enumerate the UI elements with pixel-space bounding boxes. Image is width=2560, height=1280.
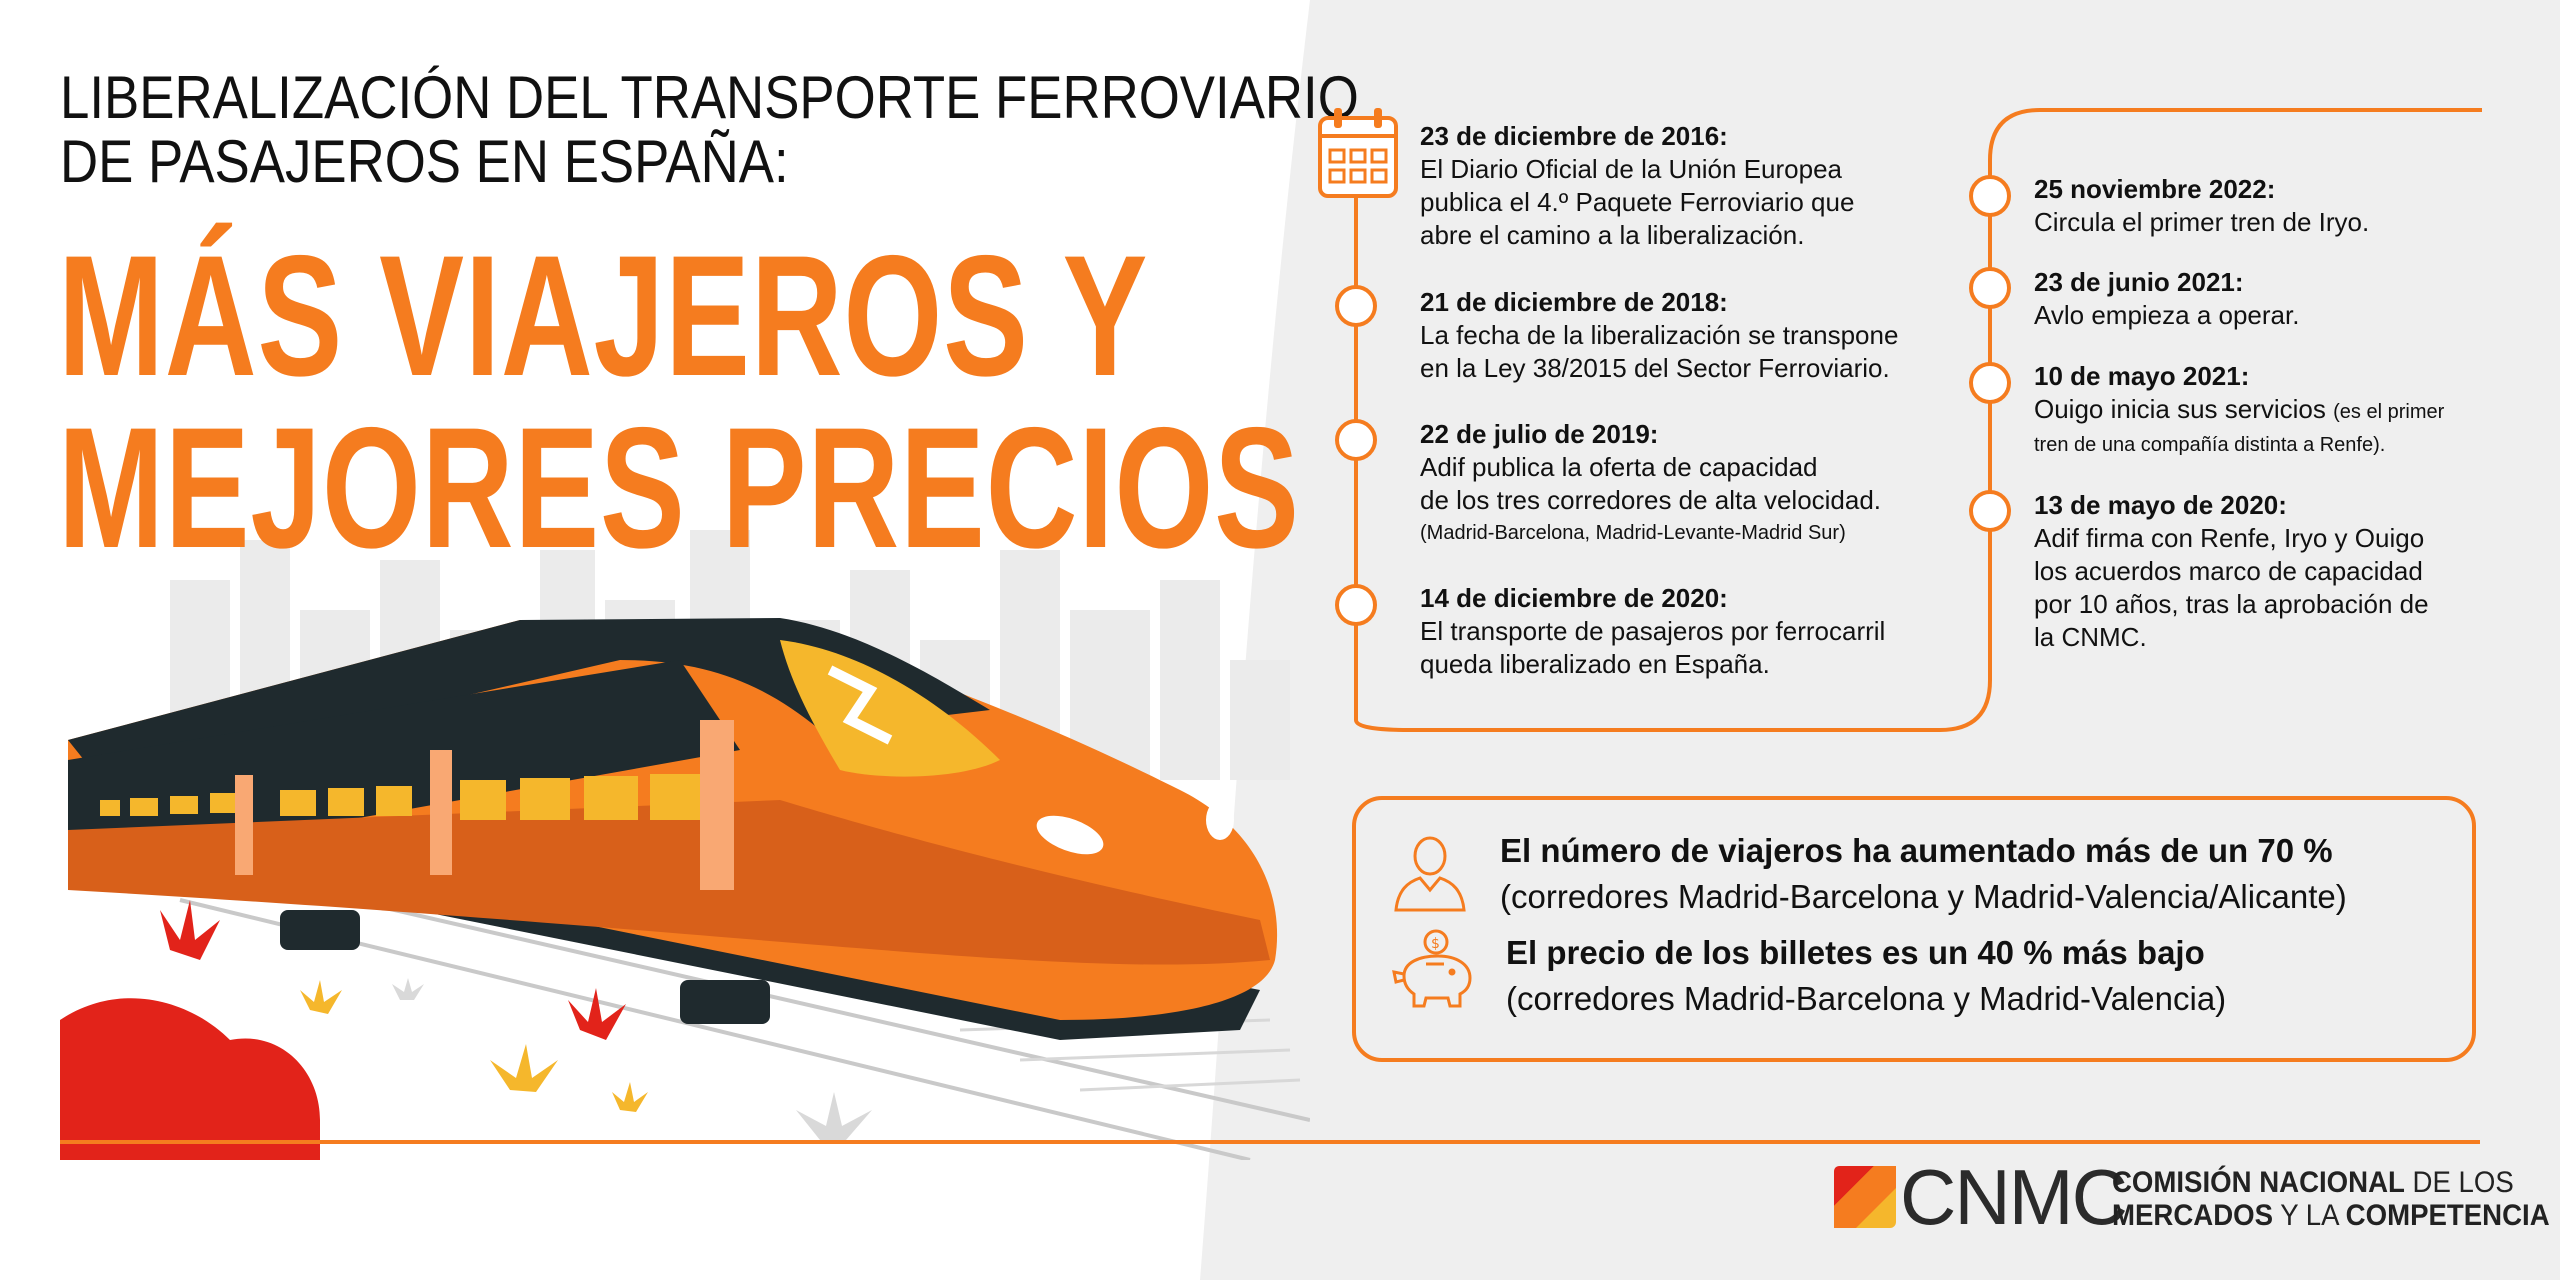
event-line: de los tres corredores de alta velocidad… [1420, 485, 1882, 515]
event-note: (Madrid-Barcelona, Madrid-Levante-Madrid… [1420, 522, 1846, 544]
stats-box [1352, 796, 2476, 1062]
stat-detail: (corredores Madrid-Barcelona y Madrid-Va… [1500, 878, 2347, 915]
event-date: 22 de julio de 2019: [1420, 419, 1659, 449]
stat-headline: El número de viajeros ha aumentado más d… [1500, 832, 2333, 869]
event-2021-avlo: 23 de junio 2021: Avlo empieza a operar. [2034, 266, 2299, 332]
event-2020-adif: 13 de mayo de 2020: Adif firma con Renfe… [2034, 489, 2429, 654]
cnmc-name-line1: COMISIÓN NACIONAL DE LOS [2112, 1166, 2550, 1199]
event-2019: 22 de julio de 2019: Adif publica la ofe… [1420, 418, 1881, 550]
cnmc-logo-text: CNMC [1900, 1153, 2128, 1241]
cnmc-name-bold: COMPETENCIA [2345, 1199, 2550, 1232]
event-line: por 10 años, tras la aprobación de [2034, 589, 2429, 619]
cnmc-name-line2: MERCADOS Y LA COMPETENCIA [2112, 1199, 2550, 1232]
event-line: El Diario Oficial de la Unión Europea [1420, 154, 1842, 184]
main-title-line2: MEJORES PRECIOS [58, 392, 1300, 584]
main-title-line1: MÁS VIAJEROS Y [58, 220, 1149, 412]
event-2021-ouigo: 10 de mayo 2021: Ouigo inicia sus servic… [2034, 360, 2444, 462]
event-2016: 23 de diciembre de 2016: El Diario Ofici… [1420, 120, 1854, 252]
event-line: Ouigo inicia sus servicios (es el primer [2034, 393, 2444, 429]
svg-text:$: $ [1431, 936, 1440, 952]
event-date: 25 noviembre 2022: [2034, 174, 2276, 204]
event-date: 14 de diciembre de 2020: [1420, 583, 1728, 613]
event-date: 23 de diciembre de 2016: [1420, 121, 1728, 151]
event-note: tren de una compañía distinta a Renfe). [2034, 434, 2386, 456]
cnmc-name-bold: MERCADOS [2112, 1199, 2274, 1232]
divider-line [60, 1140, 2480, 1144]
event-line: publica el 4.º Paquete Ferroviario que [1420, 187, 1855, 217]
event-2020: 14 de diciembre de 2020: El transporte d… [1420, 582, 1885, 681]
event-line: los acuerdos marco de capacidad [2034, 556, 2423, 586]
pre-title-line2: DE PASAJEROS EN ESPAÑA: [60, 128, 789, 195]
cnmc-name-mid: Y LA [2280, 1199, 2339, 1232]
event-line-main: Ouigo inicia sus servicios [2034, 394, 2326, 424]
stat-prices: El precio de los billetes es un 40 % más… [1506, 930, 2226, 1022]
event-line: abre el camino a la liberalización. [1420, 220, 1805, 250]
event-date: 10 de mayo 2021: [2034, 361, 2250, 391]
timeline-path [1335, 108, 2482, 732]
stat-travelers: El número de viajeros ha aumentado más d… [1500, 828, 2347, 920]
event-line: El transporte de pasajeros por ferrocarr… [1420, 616, 1886, 646]
event-line: queda liberalizado en España. [1420, 649, 1770, 679]
cnmc-name-bold: COMISIÓN NACIONAL [2112, 1166, 2405, 1199]
event-line: en la Ley 38/2015 del Sector Ferroviario… [1420, 353, 1890, 383]
event-line: la CNMC. [2034, 622, 2147, 652]
event-date: 13 de mayo de 2020: [2034, 490, 2287, 520]
calendar-icon [1318, 108, 1398, 198]
train-illustration [60, 618, 1310, 1160]
stat-headline: El precio de los billetes es un 40 % más… [1506, 934, 2205, 971]
main-title: MÁS VIAJEROS Y MEJORES PRECIOS [58, 230, 1300, 574]
event-line: La fecha de la liberalización se transpo… [1420, 320, 1899, 350]
event-date: 21 de diciembre de 2018: [1420, 287, 1728, 317]
event-line: Adif firma con Renfe, Iryo y Ouigo [2034, 523, 2425, 553]
event-line: Adif publica la oferta de capacidad [1420, 452, 1818, 482]
event-line: Circula el primer tren de Iryo. [2034, 207, 2370, 237]
cnmc-logo-mark [1834, 1166, 1896, 1228]
event-2018: 21 de diciembre de 2018: La fecha de la … [1420, 286, 1898, 385]
piggy-bank-icon: $ [1392, 929, 1472, 1008]
pre-title-line1: LIBERALIZACIÓN DEL TRANSPORTE FERROVIARI… [60, 64, 1359, 131]
stat-detail: (corredores Madrid-Barcelona y Madrid-Va… [1506, 980, 2227, 1017]
event-2022-iryo: 25 noviembre 2022: Circula el primer tre… [2034, 173, 2369, 239]
cnmc-full-name: COMISIÓN NACIONAL DE LOS MERCADOS Y LA C… [2112, 1166, 2550, 1232]
cnmc-name-rest: DE LOS [2412, 1166, 2514, 1199]
pre-title: LIBERALIZACIÓN DEL TRANSPORTE FERROVIARI… [60, 66, 1359, 194]
event-note: (es el primer [2333, 401, 2445, 423]
event-line: Avlo empieza a operar. [2034, 300, 2300, 330]
event-date: 23 de junio 2021: [2034, 267, 2244, 297]
person-icon [1394, 836, 1466, 912]
